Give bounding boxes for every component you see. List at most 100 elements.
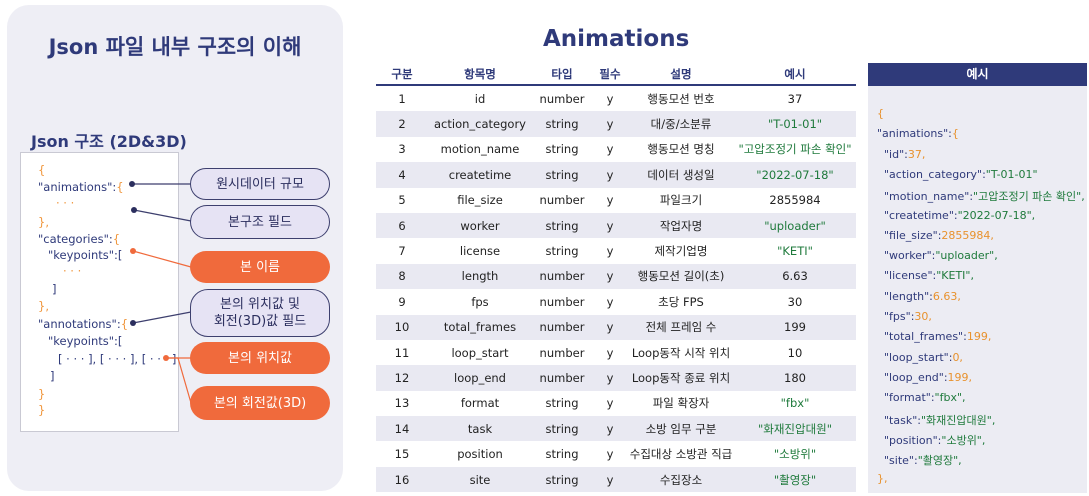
animations-title: Animations [543,26,690,52]
cell-no: 3 [398,142,406,157]
json-value: }, [877,472,888,486]
table-row: 15 position string y 수집대상 소방관 직급 "소방위" [376,441,856,466]
cell-description: 제작기업명 [654,244,708,259]
json-line: "license":"KETI", [877,269,974,282]
cell-description: Loop동작 시작 위치 [631,345,731,360]
cell-no: 7 [398,244,406,259]
header-description: 설명 [628,63,734,86]
table-row: 14 task string y 소방 임무 구분 "화재진압대원" [376,416,856,442]
cell-example: "KETI" [777,244,813,259]
header-no: 구분 [376,63,428,86]
cell-type: string [545,244,579,259]
json-line: "fps":30, [877,310,932,323]
json-value: "촬영장", [917,454,962,468]
json-line: "length":6.63, [877,290,961,303]
cell-name: position [457,447,503,462]
json-line: "site":"촬영장", [877,452,962,468]
cell-no: 15 [394,447,410,462]
cell-example: "고압조정기 파손 확인" [738,142,852,157]
label-bone-name: 본 이름 [190,251,330,283]
table-row: 8 length number y 행동모션 길이(초) 6.63 [376,263,856,290]
animations-table: 구분 항목명 타입 필수 설명 예시 1 id number y 행동모션 번호 37 2 a… [376,63,856,493]
cell-description: 초당 FPS [658,294,704,309]
json-line: "format":"fbx", [877,391,966,404]
connector-dot-pos-rot-field [130,320,136,326]
cell-description: 작업자명 [628,212,734,239]
json-key: "id": [877,147,908,161]
cell-required: y [606,142,614,157]
cell-name: action_category [428,111,532,137]
cell-name: total_frames [428,314,532,340]
cell-name: loop_start [451,345,509,360]
table-row: 9 fps number y 초당 FPS 30 [376,289,856,314]
connector-bone-name [132,250,192,268]
cell-description: Loop동작 종료 위치 [628,365,734,391]
json-value: "화재진압대원", [920,413,996,427]
cell-description: 수집대상 소방관 직급 [629,447,733,462]
cell-example: "uploader" [734,212,856,239]
label-raw-data-scale: 원시데이터 규모 [190,168,330,200]
label-bone-pos-rot-field: 본의 위치값 및 회전(3D)값 필드 [190,289,330,337]
json-key: "site": [877,454,918,468]
cell-description: 행동모션 명칭 [647,142,715,157]
json-value: 37, [907,147,926,161]
cell-example: 10 [787,345,803,360]
cell-example: 6.63 [734,263,856,290]
cell-no: 10 [376,314,428,340]
code-close-brace-3: } [38,387,46,401]
cell-required: y [592,212,628,239]
cell-required: y [592,365,628,391]
table-row: 2 action_category string y 대/중/소분류 "T-01-01" [376,111,856,137]
cell-required: y [606,91,614,106]
code-animations-open: { [116,180,124,194]
example-panel: 예시 {"animations":{ "id":37, "action_cate… [868,63,1087,493]
label-bone-pos-rot-line-1: 본의 위치값 및 [219,297,301,312]
cell-name: format [460,396,500,411]
cell-description: 행동모션 번호 [647,91,715,106]
cell-required: y [592,314,628,340]
connector-dot-skeleton-field [131,207,137,213]
label-skeleton-field: 본구조 필드 [190,205,330,239]
json-value: "2022-07-18", [957,208,1036,222]
table-row: 3 motion_name string y 행동모션 명칭 "고압조정기 파손 확인" [376,137,856,162]
table-row: 11 loop_start number y Loop동작 시작 위치 10 [376,340,856,365]
table-row: 6 worker string y 작업자명 "uploader" [376,212,856,239]
json-key: "task": [877,413,921,427]
label-bone-pos-rot-line-2: 회전(3D)값 필드 [213,314,307,329]
cell-name: task [428,416,532,442]
cell-type: string [545,142,579,157]
cell-example: "화재진압대원" [734,416,856,442]
cell-example: 30 [787,294,803,309]
cell-description: 대/중/소분류 [628,111,734,137]
code-final-brace: } [38,403,46,417]
header-example: 예시 [734,63,856,86]
json-value: { [951,127,959,141]
cell-type: number [532,314,592,340]
example-header: 예시 [868,63,1087,86]
label-bone-position: 본의 위치값 [190,342,330,374]
code-animations-line: "animations":{ [38,180,124,194]
code-ellipsis-categories: · · · [63,264,82,278]
cell-type: number [539,345,585,360]
cell-name: license [459,244,501,259]
cell-description: 소방 임무 구분 [628,416,734,442]
json-value: 199, [947,370,973,384]
json-line: "id":37, [877,148,925,161]
header-required: 필수 [592,63,628,86]
cell-description: 수집장소 [628,466,734,493]
cell-required: y [592,416,628,442]
json-key: "action_category": [877,167,986,181]
cell-example: 37 [787,91,803,106]
json-code-box: { "animations":{ · · · }, "categories":{… [20,152,179,432]
header-name: 항목명 [428,63,532,86]
json-value: 6.63, [932,289,961,303]
table-row: 4 createtime string y 데이터 생성일 "2022-07-18" [376,162,856,188]
cell-name: loop_end [428,365,532,391]
code-keypoint-values: [ · · · ], [ · · · ], [ · · · ] [58,352,176,366]
json-line: "position":"소방위", [877,432,985,448]
cell-name: motion_name [440,142,520,157]
json-line: "loop_end":199, [877,371,972,384]
code-bracket-close-1: ] [52,282,57,296]
connector-skeleton-field [133,209,192,222]
table-body: 1 id number y 행동모션 번호 37 2 action_category strin… [376,85,856,493]
